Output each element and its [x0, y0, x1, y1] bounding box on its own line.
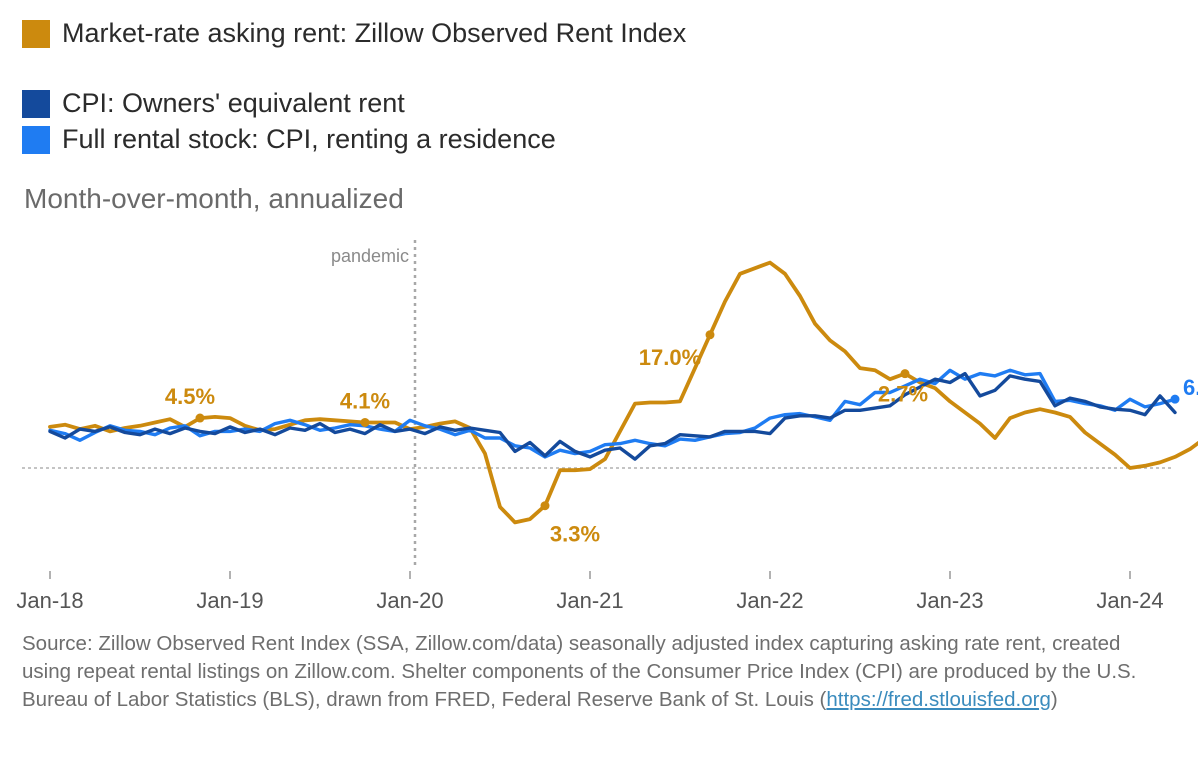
x-tick-label: Jan-20: [376, 588, 443, 613]
x-tick-label: Jan-22: [736, 588, 803, 613]
chart-subtitle: Month-over-month, annualized: [24, 183, 404, 214]
annotation-marker: [195, 413, 205, 423]
x-tick-label: Jan-23: [916, 588, 983, 613]
annotation-label: 4.5%: [165, 384, 215, 409]
x-tick-label: Jan-18: [16, 588, 83, 613]
legend-swatch-oer: [22, 89, 50, 118]
annotation-label: 2.7%: [878, 382, 928, 407]
source-note: Source: Zillow Observed Rent Index (SSA,…: [22, 630, 1172, 714]
annotation-marker: [360, 417, 370, 427]
legend-label-oer: CPI: Owners' equivalent rent: [62, 88, 405, 118]
series-line-1: [48, 371, 1177, 461]
legend-swatch-zillow: [22, 19, 50, 48]
line-chart: pandemic Jan-18 Jan-19 Jan-20 Jan-21 Jan-22 Ja…: [16, 240, 1198, 613]
x-tick-label: Jan-19: [196, 588, 263, 613]
annotation-label: 3.3%: [550, 522, 600, 547]
legend-item-zillow: Market-rate asking rent: Zillow Observed…: [22, 18, 686, 49]
annotation-marker: [705, 330, 715, 340]
event-marker-label: pandemic: [331, 246, 409, 266]
legend-swatch-rent-of-residence: [22, 125, 50, 154]
legend-label-zillow: Market-rate asking rent: Zillow Observed…: [62, 18, 687, 48]
source-closing: ): [1050, 688, 1058, 711]
legend-label-rent-of-residence: Full rental stock: CPI, renting a reside…: [62, 124, 556, 154]
annotation-label: 6.2%: [1183, 375, 1198, 400]
annotation-label: 17.0%: [639, 345, 701, 370]
series-line-0: [48, 260, 1198, 525]
annotation-marker: [1170, 394, 1180, 404]
source-link[interactable]: https://fred.stlouisfed.org: [826, 688, 1051, 711]
x-tick-label: Jan-21: [556, 588, 623, 613]
legend-item-oer: CPI: Owners' equivalent rent: [22, 88, 405, 119]
source-text: Source: Zillow Observed Rent Index (SSA,…: [22, 632, 1137, 711]
legend-item-rent-of-residence: Full rental stock: CPI, renting a reside…: [22, 124, 556, 155]
x-tick-label: Jan-24: [1096, 588, 1163, 613]
annotation-marker: [540, 501, 550, 511]
annotation-label: 4.1%: [340, 388, 390, 413]
annotation-marker: [900, 369, 910, 379]
series-line-2: [48, 368, 1177, 459]
